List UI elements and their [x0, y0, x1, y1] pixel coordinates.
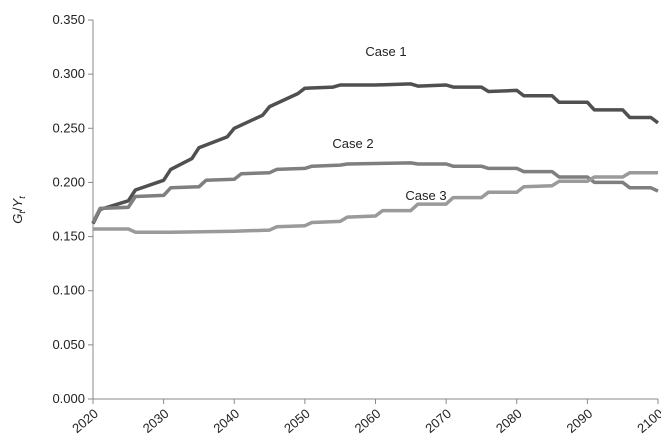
x-tick-label: 2040 [210, 406, 242, 436]
y-tick-label: 0.250 [52, 120, 85, 135]
y-tick-label: 0.000 [52, 391, 85, 406]
x-tick-label: 2030 [140, 406, 172, 436]
y-label-part: G [10, 214, 25, 224]
y-tick-label: 0.050 [52, 337, 85, 352]
y-label-part: t [17, 196, 27, 199]
series-line [93, 170, 658, 234]
series-label: Case 3 [405, 188, 446, 203]
x-tick-label: 2080 [493, 406, 525, 436]
y-tick-label: 0.350 [52, 12, 85, 27]
series-label: Case 1 [365, 44, 406, 59]
y-tick-label: 0.150 [52, 229, 85, 244]
x-tick-label: 2090 [564, 406, 596, 436]
x-tick-label: 2060 [352, 406, 384, 436]
y-axis-label: Gt/Yt [10, 196, 27, 224]
y-tick-label: 0.300 [52, 66, 85, 81]
x-tick-label: 2050 [281, 406, 313, 436]
y-label-part: / [10, 207, 25, 211]
series-label: Case 2 [332, 136, 373, 151]
x-tick-label: 2070 [422, 406, 454, 436]
x-tick-label: 2020 [69, 406, 101, 436]
x-tick-label: 2100 [634, 406, 661, 436]
y-label-part: Y [10, 197, 25, 207]
series-line [91, 161, 659, 224]
y-label-part: t [17, 211, 27, 214]
y-tick-label: 0.200 [52, 174, 85, 189]
series-line [91, 82, 660, 225]
y-tick-label: 0.100 [52, 283, 85, 298]
